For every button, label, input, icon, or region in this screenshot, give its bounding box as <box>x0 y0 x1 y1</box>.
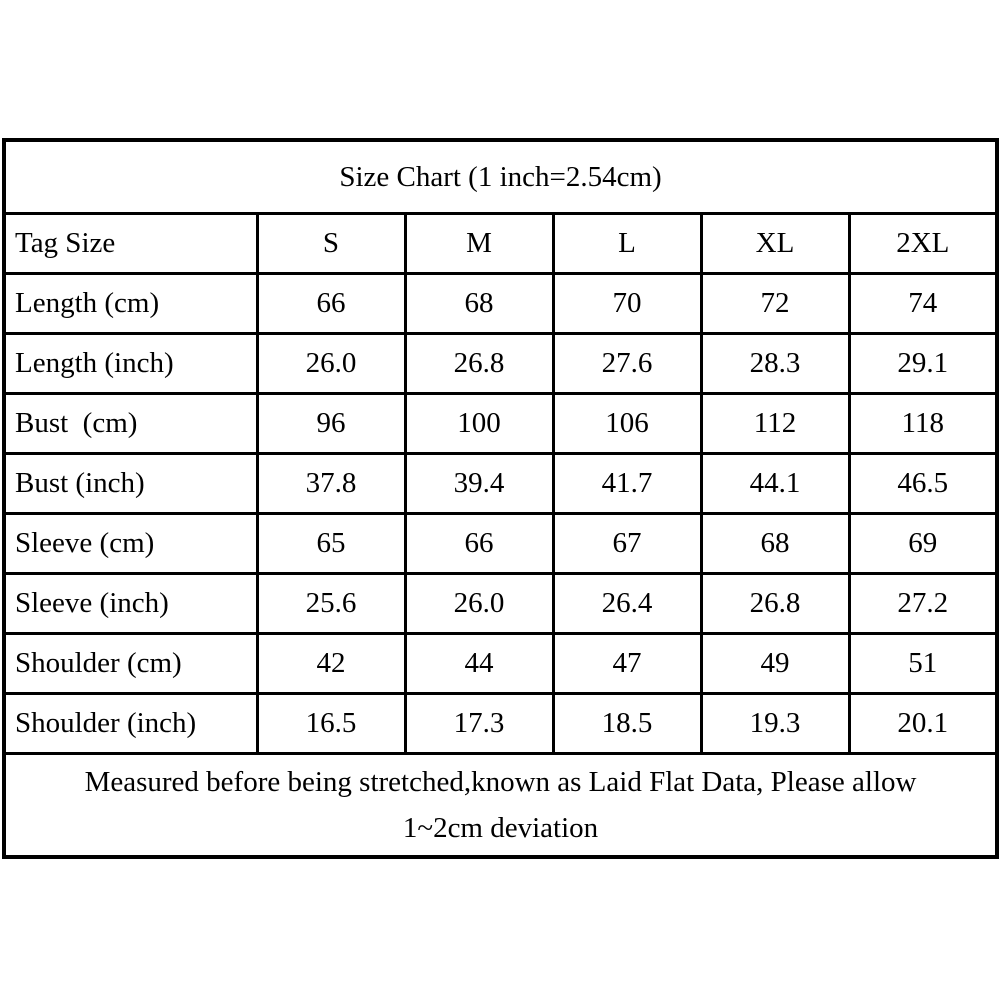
header-tag-size: Tag Size <box>2 212 259 275</box>
cell-value: 37.8 <box>255 452 407 515</box>
cell-value: 68 <box>699 512 851 575</box>
cell-value: 29.1 <box>847 332 999 395</box>
table-title-row: Size Chart (1 inch=2.54cm) <box>2 138 999 215</box>
cell-value: 51 <box>847 632 999 695</box>
cell-value: 42 <box>255 632 407 695</box>
footer-note-line1: Measured before being stretched,known as… <box>84 766 917 798</box>
table-row: Shoulder (inch) 16.5 17.3 18.5 19.3 20.1 <box>2 692 999 755</box>
row-label: Shoulder (inch) <box>2 692 259 755</box>
cell-value: 68 <box>403 272 555 335</box>
row-label: Sleeve (cm) <box>2 512 259 575</box>
cell-value: 65 <box>255 512 407 575</box>
cell-value: 66 <box>255 272 407 335</box>
cell-value: 26.8 <box>403 332 555 395</box>
header-size-s: S <box>255 212 407 275</box>
cell-value: 26.0 <box>403 572 555 635</box>
cell-value: 41.7 <box>551 452 703 515</box>
cell-value: 27.6 <box>551 332 703 395</box>
table-row: Sleeve (cm) 65 66 67 68 69 <box>2 512 999 575</box>
header-size-l: L <box>551 212 703 275</box>
cell-value: 69 <box>847 512 999 575</box>
cell-value: 44 <box>403 632 555 695</box>
table-row: Sleeve (inch) 25.6 26.0 26.4 26.8 27.2 <box>2 572 999 635</box>
cell-value: 46.5 <box>847 452 999 515</box>
cell-value: 25.6 <box>255 572 407 635</box>
cell-value: 44.1 <box>699 452 851 515</box>
cell-value: 112 <box>699 392 851 455</box>
row-label: Sleeve (inch) <box>2 572 259 635</box>
table-header-row: Tag Size S M L XL 2XL <box>2 212 999 275</box>
cell-value: 118 <box>847 392 999 455</box>
cell-value: 47 <box>551 632 703 695</box>
cell-value: 49 <box>699 632 851 695</box>
cell-value: 28.3 <box>699 332 851 395</box>
cell-value: 18.5 <box>551 692 703 755</box>
footer-note: Measured before being stretched,known as… <box>2 752 999 859</box>
cell-value: 20.1 <box>847 692 999 755</box>
cell-value: 106 <box>551 392 703 455</box>
table-title: Size Chart (1 inch=2.54cm) <box>2 138 999 215</box>
cell-value: 100 <box>403 392 555 455</box>
cell-value: 67 <box>551 512 703 575</box>
cell-value: 96 <box>255 392 407 455</box>
footer-note-line2: 1~2cm deviation <box>402 812 599 844</box>
cell-value: 26.8 <box>699 572 851 635</box>
cell-value: 74 <box>847 272 999 335</box>
cell-value: 39.4 <box>403 452 555 515</box>
table-row: Shoulder (cm) 42 44 47 49 51 <box>2 632 999 695</box>
row-label: Length (cm) <box>2 272 259 335</box>
cell-value: 17.3 <box>403 692 555 755</box>
row-label: Bust (inch) <box>2 452 259 515</box>
row-label: Shoulder (cm) <box>2 632 259 695</box>
cell-value: 70 <box>551 272 703 335</box>
row-label: Length (inch) <box>2 332 259 395</box>
cell-value: 16.5 <box>255 692 407 755</box>
table-row: Bust (cm) 96 100 106 112 118 <box>2 392 999 455</box>
row-label: Bust (cm) <box>2 392 259 455</box>
table-row: Bust (inch) 37.8 39.4 41.7 44.1 46.5 <box>2 452 999 515</box>
header-size-xl: XL <box>699 212 851 275</box>
header-size-m: M <box>403 212 555 275</box>
size-chart-table: Size Chart (1 inch=2.54cm) Tag Size S M … <box>2 138 1000 859</box>
table-row: Length (cm) 66 68 70 72 74 <box>2 272 999 335</box>
cell-value: 27.2 <box>847 572 999 635</box>
cell-value: 72 <box>699 272 851 335</box>
table-row: Length (inch) 26.0 26.8 27.6 28.3 29.1 <box>2 332 999 395</box>
header-size-2xl: 2XL <box>847 212 999 275</box>
cell-value: 26.4 <box>551 572 703 635</box>
table-footer-row: Measured before being stretched,known as… <box>2 752 999 859</box>
cell-value: 66 <box>403 512 555 575</box>
cell-value: 19.3 <box>699 692 851 755</box>
cell-value: 26.0 <box>255 332 407 395</box>
